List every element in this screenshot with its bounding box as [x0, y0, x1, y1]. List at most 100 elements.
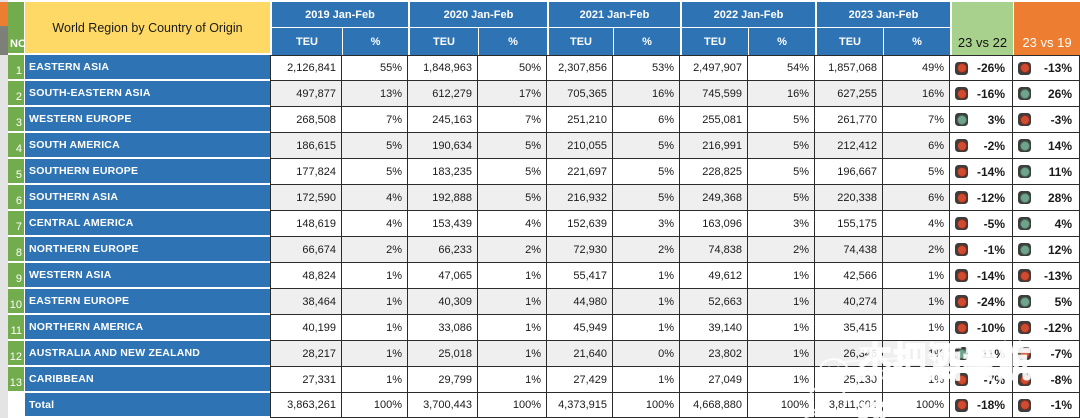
pct-cell: 16%	[883, 81, 950, 107]
teu-cell: 38,464	[270, 289, 342, 315]
teu-cell: 245,163	[408, 107, 478, 133]
vs19-cell: -7%	[1013, 341, 1080, 367]
pct-cell: 1%	[342, 341, 408, 367]
year-header-2022: 2022 Jan-Feb	[680, 2, 815, 28]
trend-indicator-icon	[1018, 295, 1031, 308]
left-edge-strip	[0, 0, 8, 418]
vs22-value: -14%	[976, 268, 1005, 283]
vs19-value: -13%	[1043, 268, 1072, 283]
total-label-cell: Total	[25, 393, 270, 418]
year-header-2020: 2020 Jan-Feb	[408, 2, 547, 28]
teu-cell: 2,497,907	[680, 55, 748, 81]
region-cell: CENTRAL AMERICA	[25, 211, 270, 237]
teu-cell: 27,429	[547, 367, 613, 393]
vs22-cell: -26%	[950, 55, 1013, 81]
pct-cell: 1%	[342, 315, 408, 341]
teu-cell: 212,412	[815, 133, 883, 159]
row-number-cell: 13	[8, 367, 25, 393]
teu-cell: 148,619	[270, 211, 342, 237]
teu-cell: 29,799	[408, 367, 478, 393]
region-cell: WESTERN EUROPE	[25, 107, 270, 133]
pct-subheader: %	[478, 28, 547, 55]
trend-indicator-icon	[955, 295, 968, 308]
pct-cell: 6%	[613, 107, 680, 133]
teu-cell: 612,279	[408, 81, 478, 107]
vs19-value: 11%	[1048, 164, 1072, 179]
pct-cell: 1%	[883, 263, 950, 289]
pct-cell: 5%	[883, 159, 950, 185]
pct-cell: 50%	[478, 55, 547, 81]
vs19-cell: 26%	[1013, 81, 1080, 107]
no-column-header: NO	[8, 2, 25, 55]
pct-cell: 5%	[613, 185, 680, 211]
region-cell: SOUTH AMERICA	[25, 133, 270, 159]
pct-cell: 2%	[883, 237, 950, 263]
trend-indicator-icon	[1018, 373, 1031, 386]
teu-cell: 261,770	[815, 107, 883, 133]
teu-cell: 47,065	[408, 263, 478, 289]
teu-cell: 4,373,915	[547, 393, 613, 418]
pct-cell: 7%	[342, 107, 408, 133]
pct-cell: 4%	[342, 211, 408, 237]
teu-cell: 3,700,443	[408, 393, 478, 418]
pct-cell: 53%	[613, 55, 680, 81]
vs19-cell: -12%	[1013, 315, 1080, 341]
teu-cell: 44,980	[547, 289, 613, 315]
pct-cell: 5%	[748, 107, 815, 133]
vs19-cell: 12%	[1013, 237, 1080, 263]
vs19-cell: 5%	[1013, 289, 1080, 315]
pct-cell: 100%	[883, 393, 950, 418]
vs19-value: 26%	[1047, 86, 1072, 101]
teu-cell: 163,096	[680, 211, 748, 237]
teu-cell: 3,863,261	[270, 393, 342, 418]
teu-cell: 35,415	[815, 315, 883, 341]
vs22-cell: -5%	[950, 211, 1013, 237]
row-number-cell: 6	[8, 185, 25, 211]
vs19-value: -1%	[1050, 398, 1072, 412]
region-cell: EASTERN EUROPE	[25, 289, 270, 315]
teu-cell: 497,877	[270, 81, 342, 107]
row-number-cell: 12	[8, 341, 25, 367]
vs19-cell: -8%	[1013, 367, 1080, 393]
vs19-cell: 11%	[1013, 159, 1080, 185]
region-cell: SOUTHERN EUROPE	[25, 159, 270, 185]
teu-cell: 220,338	[815, 185, 883, 211]
vs22-value: -14%	[976, 164, 1005, 179]
teu-cell: 4,668,880	[680, 393, 748, 418]
pct-cell: 1%	[883, 315, 950, 341]
pct-cell: 5%	[613, 133, 680, 159]
teu-cell: 26,346	[815, 341, 883, 367]
trend-indicator-icon	[955, 139, 968, 152]
pct-cell: 1%	[478, 341, 547, 367]
vs22-cell: -14%	[950, 263, 1013, 289]
teu-cell: 52,663	[680, 289, 748, 315]
left-edge-grey-segment	[0, 26, 8, 55]
trend-indicator-icon	[1018, 217, 1031, 230]
region-cell: NORTHERN AMERICA	[25, 315, 270, 341]
teu-cell: 25,018	[408, 341, 478, 367]
pct-cell: 1%	[478, 367, 547, 393]
trend-indicator-icon	[1018, 243, 1031, 256]
vs19-column-header: 23 vs 19	[1013, 2, 1080, 55]
teu-cell: 42,566	[815, 263, 883, 289]
region-cell: AUSTRALIA AND NEW ZEALAND	[25, 341, 270, 367]
teu-subheader: TEU	[680, 28, 748, 55]
pct-cell: 5%	[342, 133, 408, 159]
row-number-cell: 1	[8, 55, 25, 81]
teu-cell: 49,612	[680, 263, 748, 289]
pct-cell: 100%	[613, 393, 680, 418]
trend-indicator-icon	[955, 113, 968, 126]
trend-indicator-icon	[1018, 398, 1031, 412]
vs22-cell: -14%	[950, 159, 1013, 185]
pct-cell: 1%	[613, 367, 680, 393]
teu-cell: 183,235	[408, 159, 478, 185]
vs22-value: -5%	[983, 216, 1005, 231]
row-number-cell: 10	[8, 289, 25, 315]
teu-cell: 192,888	[408, 185, 478, 211]
pct-cell: 54%	[748, 55, 815, 81]
pct-cell: 1%	[748, 315, 815, 341]
teu-subheader: TEU	[815, 28, 883, 55]
teu-cell: 74,838	[680, 237, 748, 263]
teu-cell: 40,309	[408, 289, 478, 315]
